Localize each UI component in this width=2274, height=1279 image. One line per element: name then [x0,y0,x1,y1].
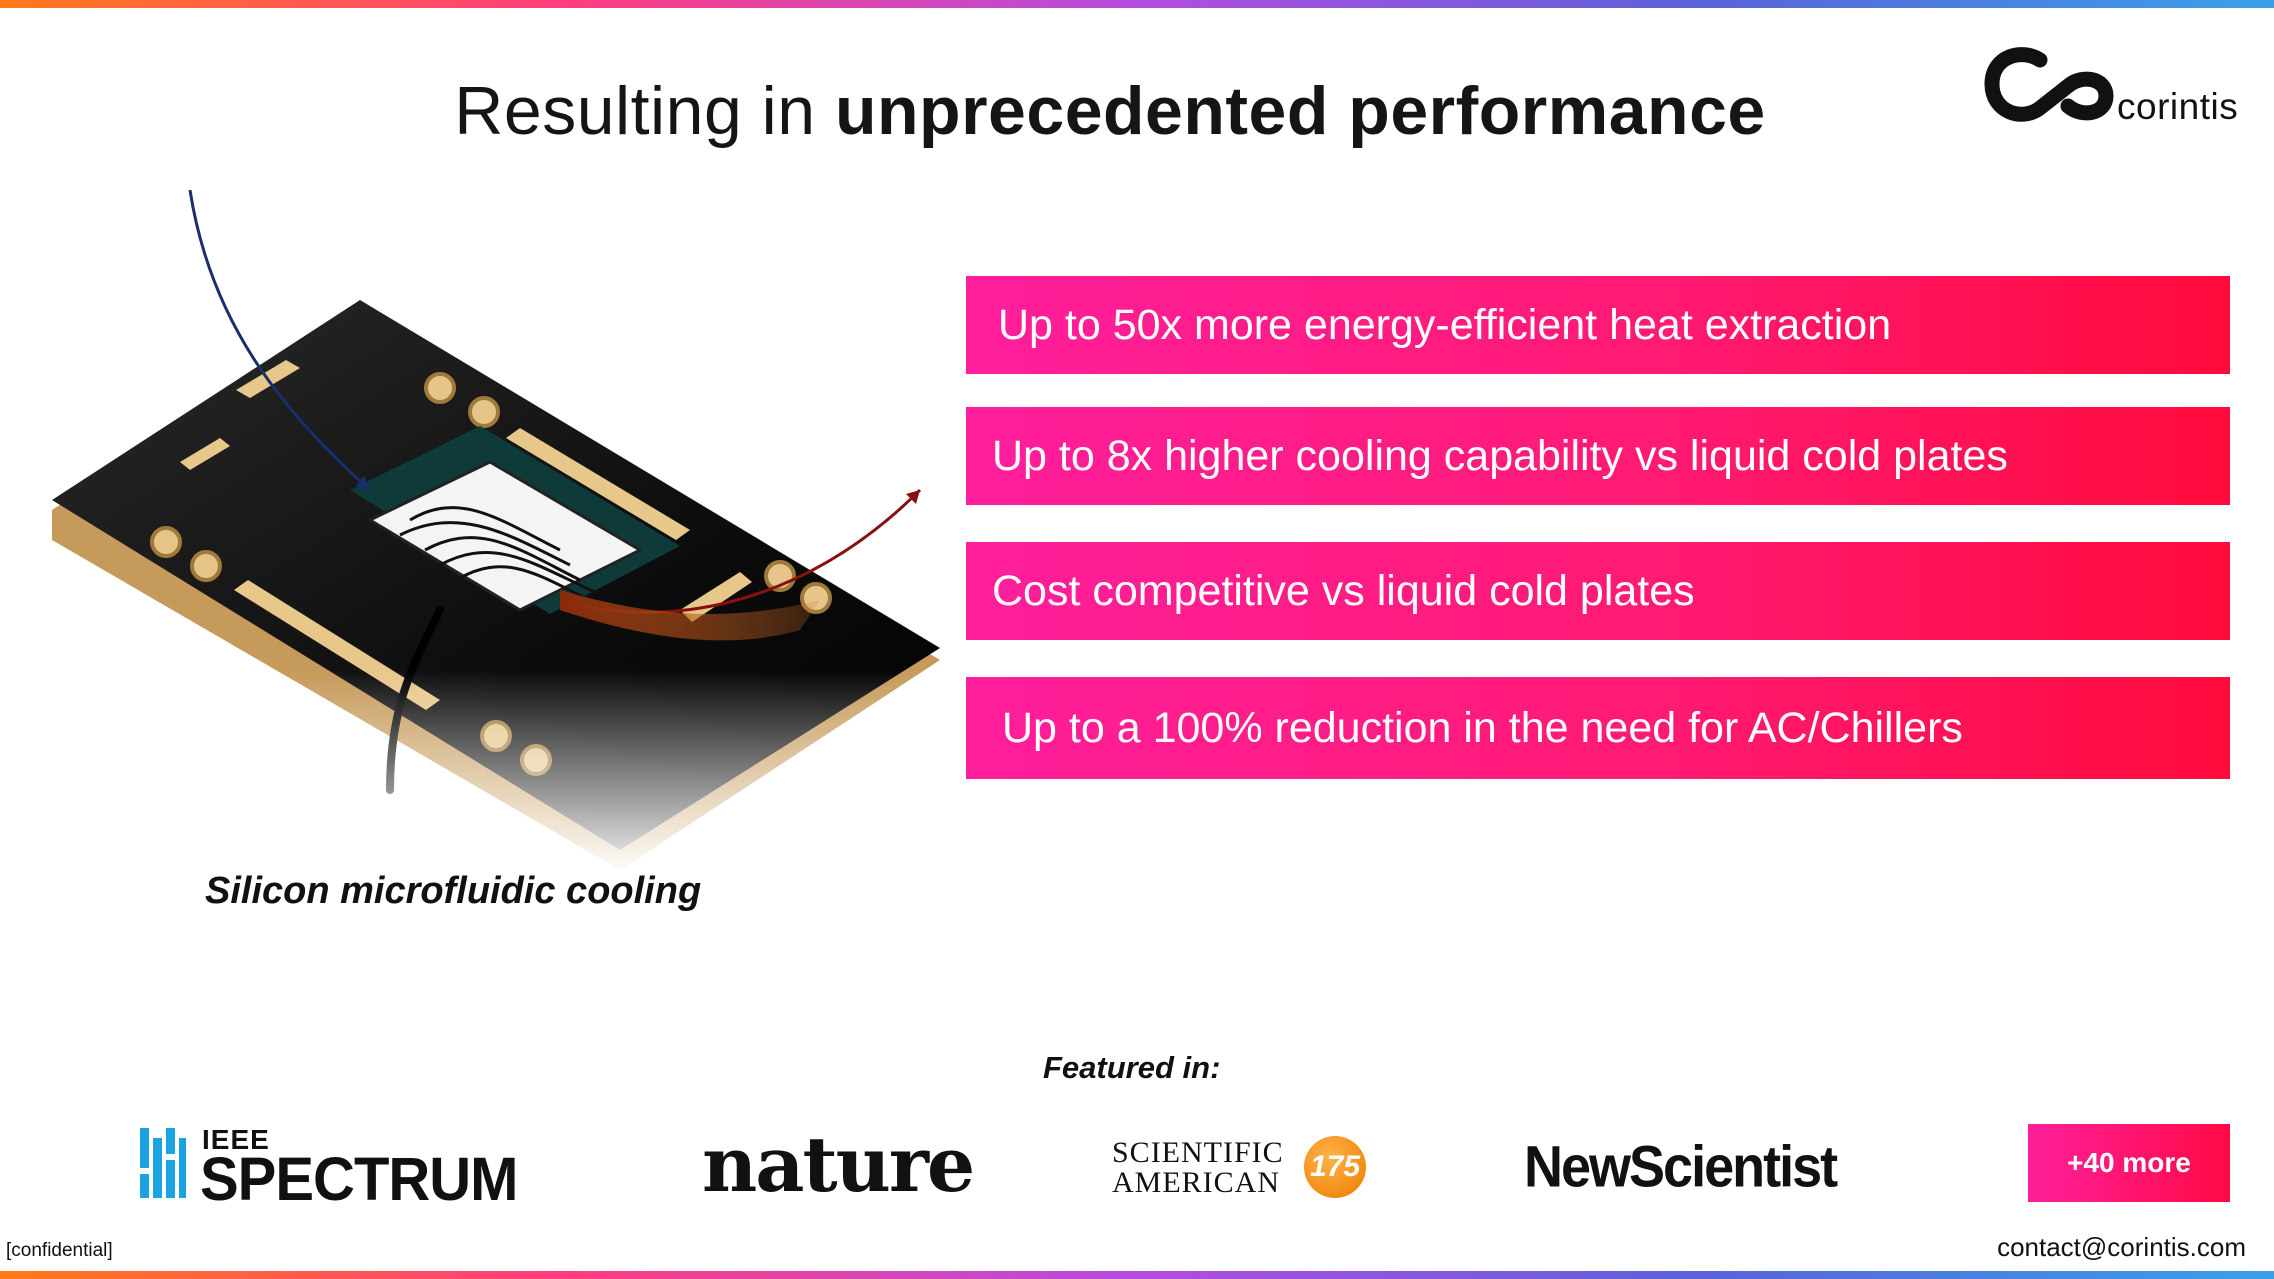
title-normal: Resulting in [454,73,835,149]
bottom-gradient-bar [0,1271,2274,1279]
illustration-caption: Silicon microfluidic cooling [205,870,702,912]
spectrum-text: SPECTRUM [200,1145,518,1214]
chip-illustration [40,190,980,870]
corintis-logo-mark [1984,47,2114,122]
top-gradient-bar [0,0,2274,8]
benefit-banner: Up to 8x higher cooling capability vs li… [966,407,2230,505]
scientific-american-logo: SCIENTIFIC AMERICAN 175 [1112,1136,1372,1202]
sciam-line-1: SCIENTIFIC [1112,1136,1284,1169]
ieee-spectrum-logo: IEEE SPECTRUM [140,1124,518,1214]
corintis-wordmark: corintis [2117,86,2239,127]
more-publications-badge: +40 more [2028,1124,2230,1202]
featured-in-label: Featured in: [1043,1050,1221,1085]
title-bold: unprecedented performance [834,73,1766,149]
new-scientist-logo: NewScientist [1524,1134,1838,1200]
contact-email[interactable]: contact@corintis.com [1997,1232,2246,1262]
benefit-banner: Up to a 100% reduction in the need for A… [966,677,2230,779]
benefit-banner: Up to 50x more energy-efficient heat ext… [966,276,2230,374]
nature-logo: nature [702,1120,975,1209]
sciam-line-2: AMERICAN [1112,1166,1281,1199]
sciam-175-badge: 175 [1304,1136,1366,1198]
benefit-banner: Cost competitive vs liquid cold plates [966,542,2230,640]
ieee-bars-icon [140,1128,186,1198]
ieee-text: IEEE [202,1124,270,1155]
confidential-label: [confidential] [6,1240,113,1261]
slide-title: Resulting in unprecedented performance [0,72,2220,150]
